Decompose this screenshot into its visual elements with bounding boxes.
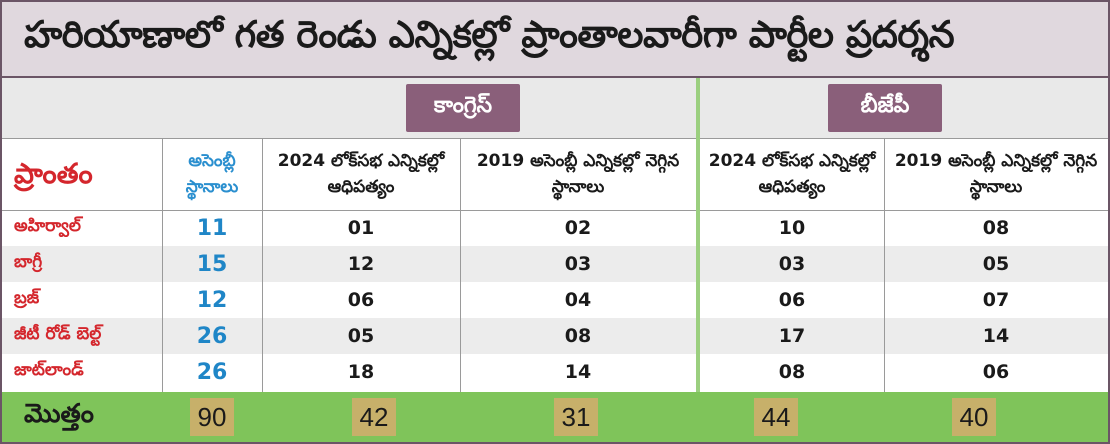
results-table: కాంగ్రెస్ బీజేపీ ప్రాంతం అసెంబ్లీ స్థానా… — [0, 78, 1110, 444]
region-name: జాట్‌లాండ్ — [14, 360, 84, 380]
total-congress-2019: 31 — [554, 398, 598, 436]
seats-count: 12 — [196, 287, 228, 313]
total-row: మొత్తం 90 42 31 44 40 — [2, 392, 1108, 442]
congress-2019-value: 03 — [564, 253, 592, 275]
bjp-2024-value: 08 — [778, 361, 806, 383]
bjp-2019-value: 06 — [982, 361, 1010, 383]
grid-line — [460, 138, 461, 392]
bjp-2019-value: 05 — [982, 253, 1010, 275]
header-congress-2019: 2019 అసెంబ్లీ ఎన్నికల్లో నెగ్గిన స్థానాల… — [476, 150, 680, 197]
table-row: జీటీ రోడ్ బెల్ట్ 26 05 08 17 14 — [2, 318, 1108, 354]
party-header-band — [2, 78, 1108, 138]
congress-2019-value: 04 — [564, 289, 592, 311]
region-name: బ్రజ్ — [14, 288, 40, 308]
header-congress-2024: 2024 లోక్‌సభ ఎన్నికల్లో ఆధిపత్యం — [277, 150, 445, 197]
seats-count: 26 — [196, 359, 228, 385]
congress-2024-value: 01 — [347, 217, 375, 239]
bjp-2024-value: 03 — [778, 253, 806, 275]
region-name: అహిర్వాల్ — [14, 216, 81, 236]
header-seats: అసెంబ్లీ స్థానాలు — [185, 150, 239, 197]
congress-2024-value: 18 — [347, 361, 375, 383]
seats-count: 26 — [196, 323, 228, 349]
bjp-party-header: బీజేపీ — [828, 84, 942, 132]
bjp-2019-value: 08 — [982, 217, 1010, 239]
seats-count: 15 — [196, 251, 228, 277]
grid-line — [884, 138, 885, 392]
bjp-2024-value: 10 — [778, 217, 806, 239]
congress-party-header: కాంగ్రెస్ — [406, 84, 520, 132]
table-row: అహిర్వాల్ 11 01 02 10 08 — [2, 210, 1108, 246]
grid-line — [2, 210, 1108, 211]
grid-line — [262, 138, 263, 392]
bjp-2019-value: 07 — [982, 289, 1010, 311]
region-name: జీటీ రోడ్ బెల్ట్ — [14, 324, 102, 344]
congress-2024-value: 06 — [347, 289, 375, 311]
total-bjp-2019: 40 — [952, 398, 996, 436]
congress-2019-value: 08 — [564, 325, 592, 347]
congress-2019-value: 02 — [564, 217, 592, 239]
bjp-2024-value: 06 — [778, 289, 806, 311]
bjp-2024-value: 17 — [778, 325, 806, 347]
region-name: బాగ్రీ — [14, 252, 43, 272]
header-bjp-2024: 2024 లోక్‌సభ ఎన్నికల్లో ఆధిపత్యం — [708, 150, 876, 197]
grid-line — [2, 138, 1108, 139]
congress-2024-value: 05 — [347, 325, 375, 347]
congress-2024-value: 12 — [347, 253, 375, 275]
party-divider — [696, 78, 700, 392]
seats-count: 11 — [196, 215, 228, 241]
table-row: బాగ్రీ 15 12 03 03 05 — [2, 246, 1108, 282]
page-title: హరియాణాలో గత రెండు ఎన్నికల్లో ప్రాంతాలవా… — [24, 13, 955, 56]
title-bar: హరియాణాలో గత రెండు ఎన్నికల్లో ప్రాంతాలవా… — [0, 0, 1110, 78]
header-region: ప్రాంతం — [14, 157, 93, 191]
grid-line — [162, 138, 163, 392]
congress-2019-value: 14 — [564, 361, 592, 383]
table-row: బ్రజ్ 12 06 04 06 07 — [2, 282, 1108, 318]
total-bjp-2024: 44 — [754, 398, 798, 436]
table-row: జాట్‌లాండ్ 26 18 14 08 06 — [2, 354, 1108, 390]
total-congress-2024: 42 — [352, 398, 396, 436]
header-bjp-2019: 2019 అసెంబ్లీ ఎన్నికల్లో నెగ్గిన స్థానాల… — [894, 150, 1098, 197]
bjp-2019-value: 14 — [982, 325, 1010, 347]
total-label: మొత్తం — [24, 399, 94, 429]
total-seats: 90 — [190, 398, 234, 436]
